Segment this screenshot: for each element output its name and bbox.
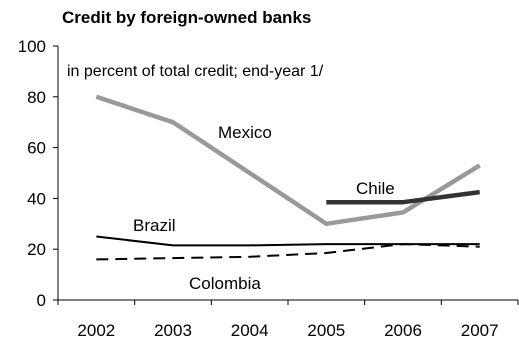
y-tick-label: 40	[27, 189, 46, 208]
series-label-mexico: Mexico	[218, 123, 272, 142]
series-label-colombia: Colombia	[189, 274, 261, 293]
series-labels: Mexico Chile Brazil Colombia	[133, 123, 395, 293]
x-tick-label: 2002	[77, 321, 115, 339]
axes: 0 20 40 60 80 100 2002 2003 2004 2005 2006 2007	[18, 37, 519, 339]
y-tick-label: 80	[27, 88, 46, 107]
x-tick-label: 2004	[231, 321, 269, 339]
x-tick-label: 2006	[384, 321, 422, 339]
series-line-chile	[326, 189, 480, 205]
x-tick-label: 2007	[461, 321, 499, 339]
chart-subtitle: in percent of total credit; end-year 1/	[67, 63, 324, 80]
chart-title: Credit by foreign-owned banks	[62, 8, 312, 27]
series-label-brazil: Brazil	[133, 216, 176, 235]
y-tick-label: 100	[18, 37, 46, 56]
y-tick-label: 20	[27, 240, 46, 259]
series-lines	[95, 94, 481, 261]
y-tick-label: 60	[27, 139, 46, 158]
series-label-chile: Chile	[356, 179, 395, 198]
series-line-colombia	[96, 243, 480, 261]
series-line-brazil	[96, 235, 480, 247]
y-tick-label: 0	[37, 291, 46, 310]
series-line-mexico	[95, 94, 481, 227]
x-tick-label: 2003	[154, 321, 192, 339]
x-tick-label: 2005	[307, 321, 345, 339]
